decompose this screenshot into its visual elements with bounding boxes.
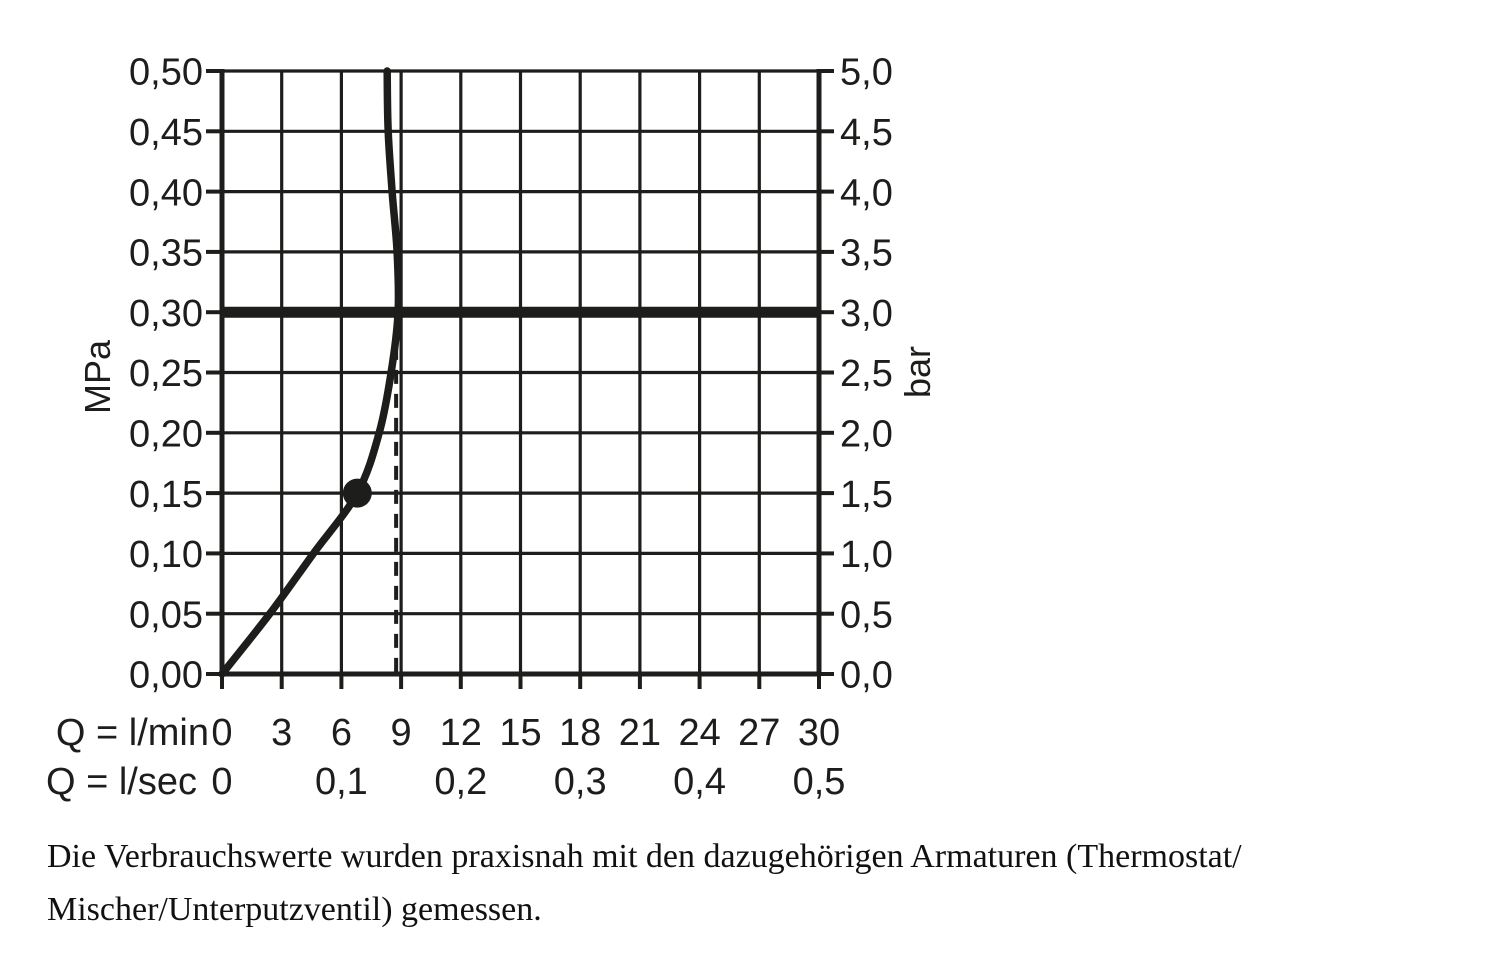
x-axis-lsec-tick-label: 0,4 <box>673 761 726 803</box>
flow-pressure-chart: 0,500,450,400,350,300,250,200,150,100,05… <box>46 52 938 803</box>
right-axis-tick-label: 3,5 <box>840 233 893 275</box>
x-axis-lmin-tick-label: 15 <box>499 712 541 754</box>
x-axis-lmin-tick-label: 6 <box>331 712 352 754</box>
left-axis-tick-label: 0,40 <box>129 172 203 214</box>
x-axis-row2-label: Q = l/sec <box>46 761 197 803</box>
x-axis-lsec-tick-label: 0,1 <box>315 761 368 803</box>
right-axis-tick-label: 2,0 <box>840 413 893 455</box>
x-axis-lmin-tick-label: 24 <box>678 712 720 754</box>
left-axis-tick-label: 0,35 <box>129 233 203 275</box>
x-axis-lsec-tick-label: 0,3 <box>554 761 607 803</box>
left-axis-unit-label: MPa <box>77 339 118 414</box>
chart-caption: Die Verbrauchswerte wurden praxisnah mit… <box>47 830 1447 936</box>
left-axis-tick-label: 0,00 <box>129 655 203 697</box>
right-axis-tick-label: 2,5 <box>840 353 893 395</box>
left-axis-tick-label: 0,50 <box>129 52 203 94</box>
left-axis-tick-label: 0,25 <box>129 353 203 395</box>
left-axis-tick-label: 0,10 <box>129 534 203 576</box>
right-axis-tick-label: 0,5 <box>840 594 893 636</box>
right-axis-tick-label: 0,0 <box>840 655 893 697</box>
x-axis-lsec-tick-label: 0,2 <box>434 761 487 803</box>
x-axis-lmin-tick-label: 18 <box>559 712 601 754</box>
x-axis-lmin-tick-label: 27 <box>738 712 780 754</box>
x-axis-lmin-tick-label: 21 <box>619 712 661 754</box>
right-axis-tick-label: 3,0 <box>840 293 893 335</box>
right-axis-tick-label: 1,5 <box>840 474 893 516</box>
left-axis-tick-label: 0,15 <box>129 474 203 516</box>
x-axis-lsec-tick-label: 0,5 <box>793 761 846 803</box>
x-axis-row1-label: Q = l/min <box>56 712 209 754</box>
flow-curve <box>218 67 403 678</box>
x-axis-lmin-tick-label: 30 <box>798 712 840 754</box>
right-axis-tick-label: 4,0 <box>840 172 893 214</box>
caption-line: Die Verbrauchswerte wurden praxisnah mit… <box>47 838 1242 875</box>
left-axis-tick-label: 0,05 <box>129 594 203 636</box>
x-axis-lmin-tick-label: 3 <box>271 712 292 754</box>
left-axis-tick-label: 0,20 <box>129 413 203 455</box>
right-axis-tick-label: 4,5 <box>840 112 893 154</box>
right-axis-tick-label: 1,0 <box>840 534 893 576</box>
right-axis-tick-label: 5,0 <box>840 52 893 94</box>
x-axis-lmin-tick-label: 0 <box>211 712 232 754</box>
caption-line: Mischer/Unterputzventil) gemessen. <box>47 891 542 928</box>
left-axis-tick-label: 0,45 <box>129 112 203 154</box>
left-axis-tick-label: 0,30 <box>129 293 203 335</box>
x-axis-lmin-tick-label: 12 <box>440 712 482 754</box>
x-axis-lsec-tick-label: 0 <box>211 761 232 803</box>
operating-point-marker <box>342 478 372 508</box>
x-axis-lmin-tick-label: 9 <box>391 712 412 754</box>
right-axis-unit-label: bar <box>897 346 938 398</box>
